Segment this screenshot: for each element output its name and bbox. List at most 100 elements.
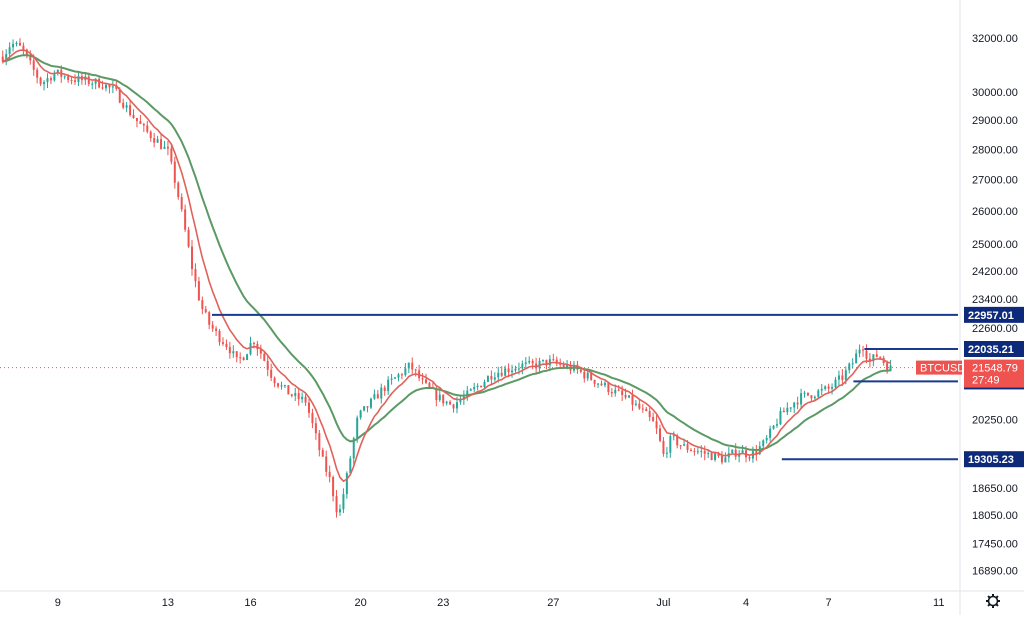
candle-body <box>700 451 703 453</box>
candle-body <box>772 425 775 429</box>
candle-body <box>824 386 827 389</box>
gear-icon[interactable] <box>986 594 1000 608</box>
x-tick-label: 23 <box>437 597 449 609</box>
candle-body <box>748 457 751 459</box>
candle-body <box>225 343 228 348</box>
candle-body <box>122 102 125 108</box>
candle-body <box>634 403 637 405</box>
candle-body <box>235 351 238 358</box>
last-price-label: 21548.79 <box>972 363 1018 375</box>
candle-body <box>679 445 682 447</box>
candle-body <box>710 452 713 461</box>
x-tick-label: 11 <box>933 597 944 609</box>
candle-body <box>194 269 197 282</box>
candle-body <box>886 363 889 371</box>
x-tick-label: 16 <box>244 597 256 609</box>
candle-body <box>844 370 847 380</box>
candle-body <box>32 60 35 70</box>
candle-body <box>545 359 548 366</box>
candle-body <box>335 496 338 513</box>
candle-body <box>376 394 379 399</box>
candle-body <box>603 382 606 386</box>
candle-body <box>338 509 341 513</box>
candle-body <box>170 148 173 162</box>
candle-body <box>352 438 355 459</box>
candle-body <box>311 412 314 424</box>
candle-body <box>600 383 603 386</box>
candle-body <box>49 78 52 81</box>
symbol-label: BTCUSD <box>920 363 965 375</box>
candle-body <box>211 324 214 329</box>
x-tick-label: 13 <box>162 597 174 609</box>
candle-body <box>597 383 600 385</box>
candle-body <box>683 444 686 446</box>
candle-body <box>53 73 56 81</box>
candle-body <box>476 385 479 388</box>
candle-body <box>621 390 624 396</box>
candle-body <box>87 76 90 84</box>
candle-body <box>77 76 80 82</box>
candle-body <box>480 385 483 388</box>
y-tick-label: 24200.00 <box>972 266 1018 278</box>
candle-body <box>803 392 806 394</box>
candle-body <box>332 477 335 497</box>
candle-body <box>459 399 462 403</box>
candle-body <box>218 330 221 343</box>
candle-body <box>383 387 386 392</box>
candle-body <box>872 354 875 362</box>
candle-body <box>425 379 428 383</box>
candle-body <box>524 362 527 364</box>
candle-body <box>473 387 476 390</box>
candle-body <box>775 424 778 426</box>
candle-body <box>862 349 865 351</box>
candle-body <box>469 389 472 391</box>
candle-body <box>769 428 772 438</box>
candle-body <box>135 117 138 122</box>
candle-body <box>125 105 128 108</box>
candle-body <box>497 372 500 378</box>
ema-slow-line <box>2 54 891 452</box>
symbol-label-box <box>916 360 962 375</box>
candle-body <box>221 342 224 344</box>
y-tick-label: 25000.00 <box>972 239 1018 251</box>
candle-body <box>273 377 276 384</box>
candle-body <box>270 369 273 378</box>
candle-body <box>74 80 77 82</box>
candle-body <box>98 78 101 88</box>
candle-body <box>724 457 727 463</box>
candle-body <box>280 385 283 387</box>
candle-body <box>397 374 400 378</box>
candle-body <box>686 444 689 450</box>
candle-body <box>232 351 235 354</box>
candle-body <box>631 395 634 405</box>
candle-body <box>421 378 424 380</box>
candle-body <box>586 372 589 379</box>
candle-body <box>504 368 507 376</box>
candle-body <box>628 395 631 398</box>
price-label-box <box>964 359 1024 388</box>
candle-body <box>252 342 255 344</box>
candle-body <box>197 281 200 301</box>
candle-body <box>614 389 617 394</box>
candle-body <box>652 417 655 422</box>
candle-body <box>848 363 851 371</box>
candle-body <box>793 402 796 408</box>
candle-body <box>765 437 768 441</box>
candle-body <box>12 43 15 48</box>
y-tick-label: 32000.00 <box>972 33 1018 45</box>
y-tick-label: 18050.00 <box>972 510 1018 522</box>
candle-body <box>132 115 135 118</box>
candle-body <box>445 401 448 404</box>
candle-body <box>156 139 159 143</box>
y-tick-label: 27000.00 <box>972 175 1018 187</box>
candle-body <box>875 354 878 357</box>
candle-body <box>356 417 359 439</box>
candle-body <box>696 451 699 453</box>
candle-body <box>411 362 414 370</box>
candle-body <box>738 453 741 457</box>
candle-body <box>246 354 249 361</box>
candle-body <box>855 353 858 364</box>
candle-body <box>590 372 593 380</box>
candle-body <box>689 449 692 451</box>
